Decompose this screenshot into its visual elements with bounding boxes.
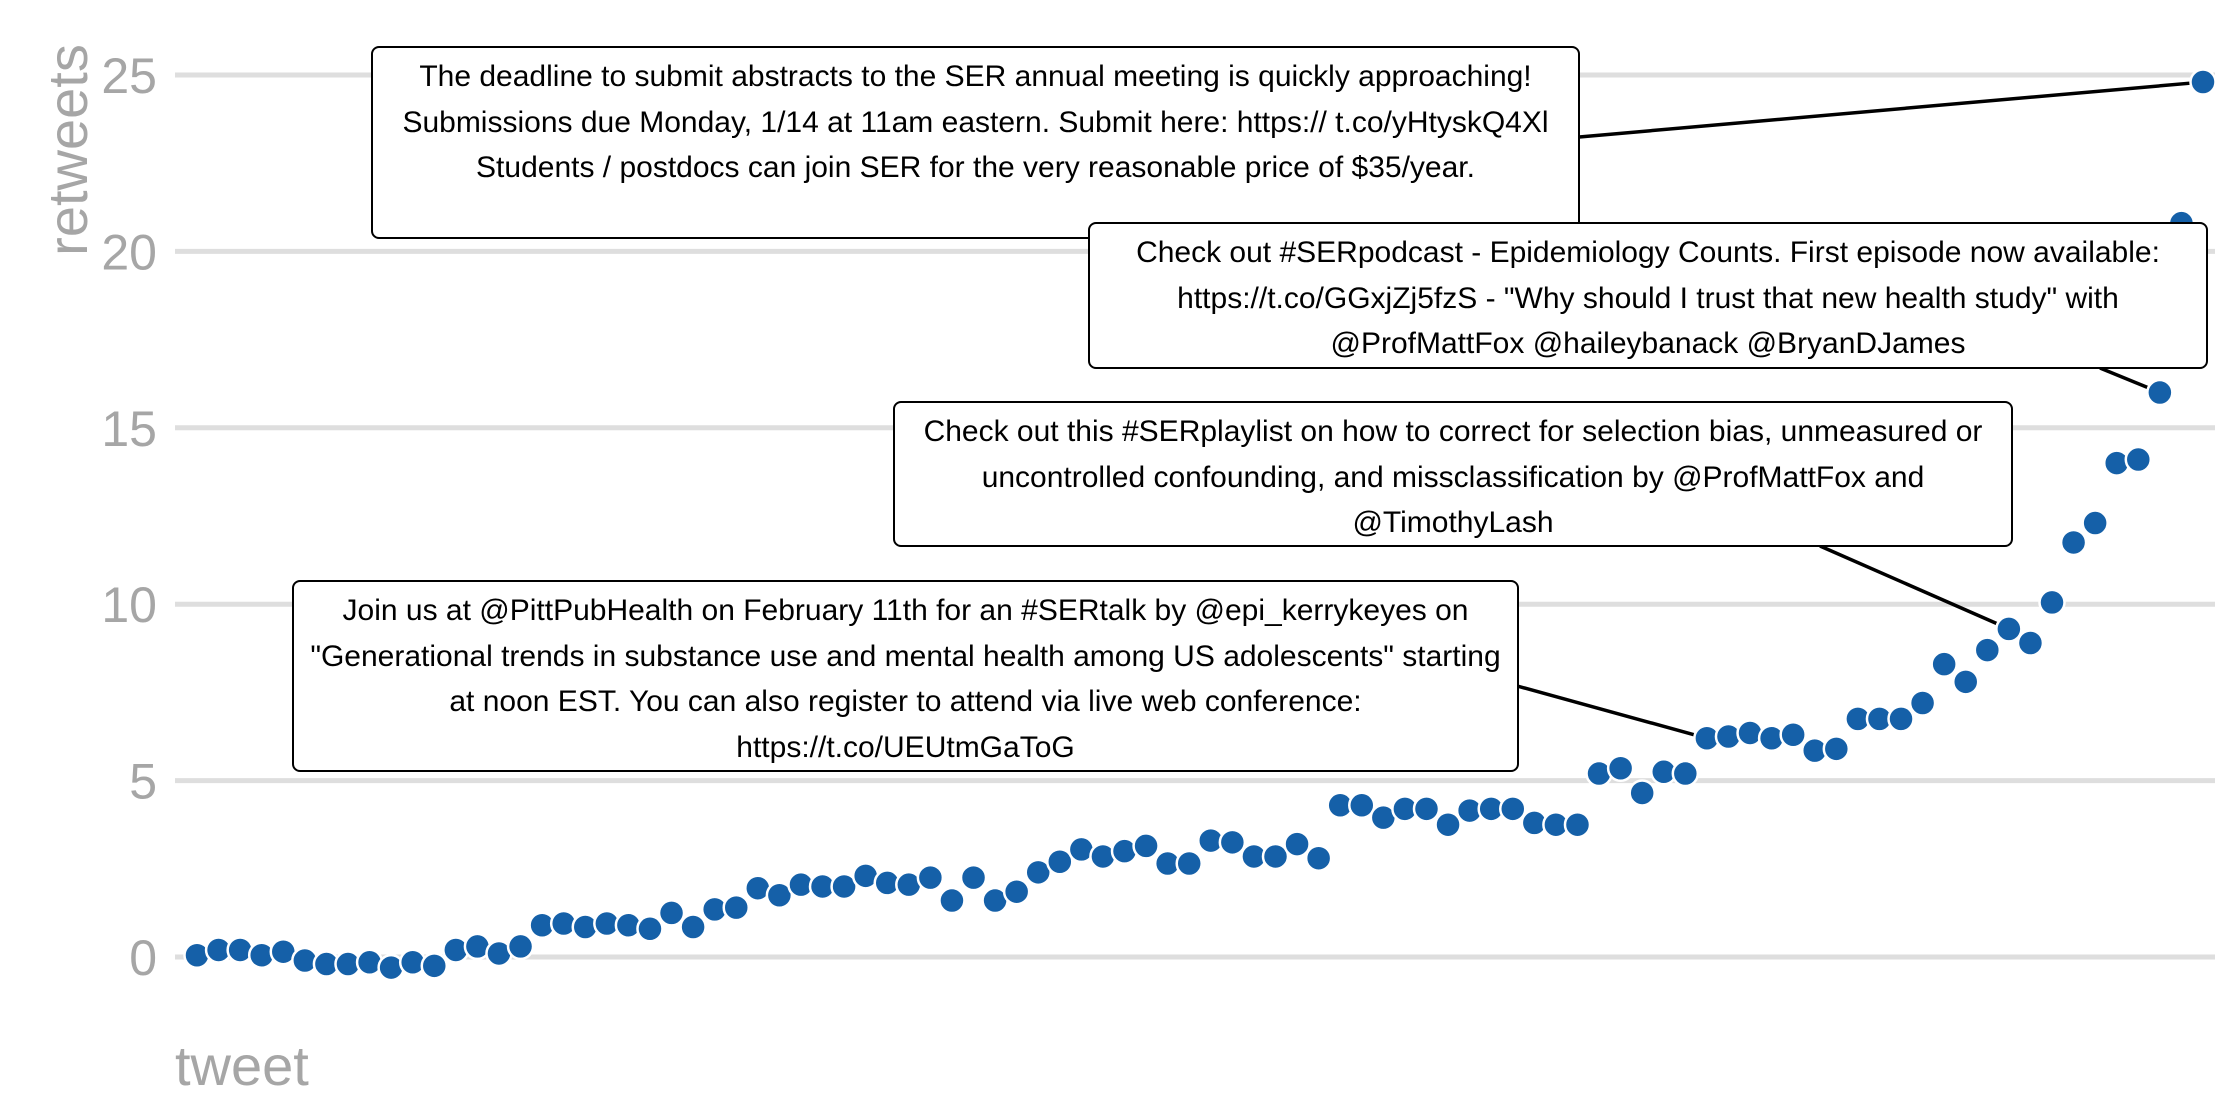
- data-point: [1671, 759, 1700, 788]
- y-tick-label: 25: [101, 48, 157, 104]
- data-point: [1304, 844, 1333, 872]
- data-point: [1779, 720, 1807, 749]
- data-point: [1973, 636, 2002, 664]
- data-point: [1499, 795, 1527, 823]
- data-point: [1348, 791, 1376, 820]
- annotation-box: Check out this #SERplaylist on how to co…: [893, 401, 2013, 547]
- data-points: [183, 68, 2217, 982]
- y-axis-title: retweets: [36, 44, 99, 256]
- y-tick-label: 5: [129, 754, 157, 810]
- data-point: [1908, 689, 1937, 717]
- data-point: [916, 863, 945, 892]
- data-point: [938, 886, 966, 915]
- data-point: [2016, 629, 2045, 657]
- data-point: [1283, 830, 1311, 858]
- data-point: [1628, 779, 1656, 807]
- annotation-leader: [1509, 682, 1708, 740]
- data-point: [1261, 842, 1290, 871]
- data-point: [1175, 849, 1203, 878]
- data-point: [2038, 588, 2066, 617]
- data-point: [636, 915, 664, 943]
- annotation-box: The deadline to submit abstracts to the …: [371, 46, 1580, 239]
- data-point: [2189, 68, 2217, 96]
- annotation-leader: [1819, 544, 2010, 631]
- data-point: [1218, 828, 1247, 857]
- data-point: [1412, 795, 1441, 823]
- y-tick-labels: 0 5 10 15 20 25: [101, 48, 157, 986]
- data-point: [1930, 650, 1958, 678]
- data-point: [506, 932, 535, 961]
- data-point: [1563, 810, 1592, 839]
- annotation-leader: [1544, 80, 2204, 142]
- data-point: [2059, 528, 2088, 557]
- data-point: [1606, 754, 1635, 783]
- data-point: [2146, 378, 2174, 407]
- y-tick-label: 20: [101, 224, 157, 280]
- data-point: [830, 872, 858, 901]
- x-axis-title: tweet: [175, 1034, 309, 1097]
- data-point: [722, 893, 750, 922]
- data-point: [679, 913, 707, 941]
- data-point: [1822, 735, 1851, 763]
- y-tick-label: 0: [129, 930, 157, 986]
- data-point: [1951, 668, 1980, 696]
- data-point: [2081, 509, 2109, 537]
- annotation-box: Check out #SERpodcast - Epidemiology Cou…: [1088, 222, 2208, 369]
- data-point: [959, 863, 988, 892]
- data-point: [1024, 858, 1052, 887]
- data-point: [2124, 445, 2153, 474]
- data-point: [1132, 832, 1160, 860]
- annotation-leaders: [1509, 80, 2204, 740]
- data-point: [765, 881, 794, 910]
- y-tick-label: 15: [101, 401, 157, 457]
- data-point: [420, 952, 449, 980]
- data-point: [657, 899, 686, 927]
- data-point: [1887, 705, 1915, 733]
- data-point: [1434, 810, 1462, 839]
- data-point: [1995, 615, 2023, 643]
- y-tick-label: 10: [101, 577, 157, 633]
- data-point: [1046, 847, 1074, 876]
- data-point: [1002, 877, 1031, 906]
- annotation-box: Join us at @PittPubHealth on February 11…: [292, 580, 1519, 772]
